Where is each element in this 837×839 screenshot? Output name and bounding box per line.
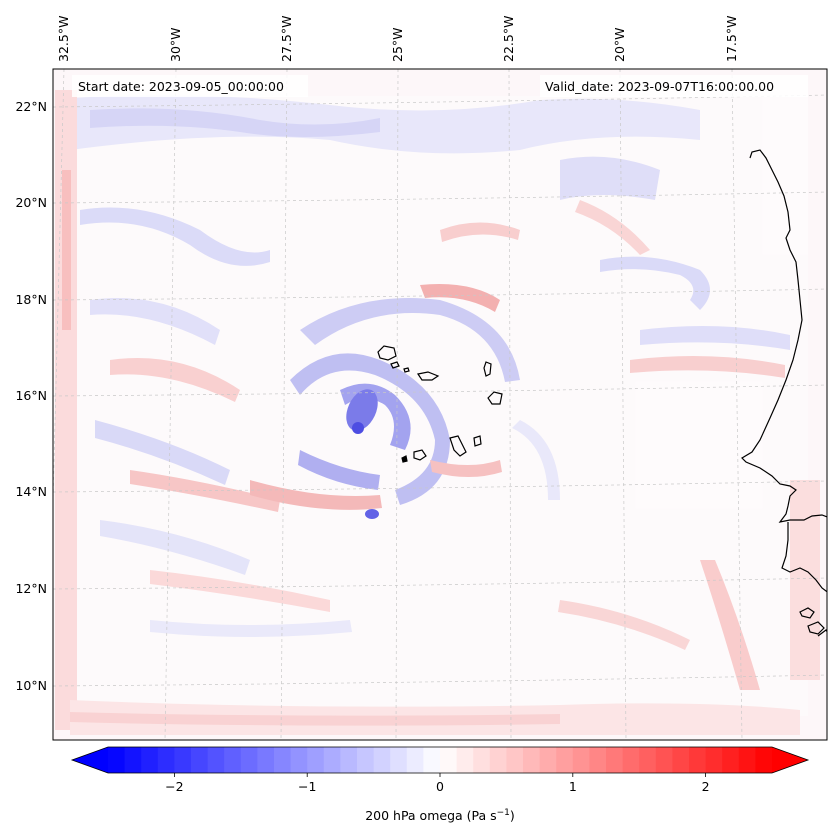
longitude-labels: 32.5°W 30°W 27.5°W 25°W 22.5°W 20°W 17.5… (56, 16, 739, 62)
colorbar-extend-high (772, 747, 808, 773)
lat-label-18n: 18°N (15, 292, 47, 307)
cape-verde-santo-antao (377, 345, 397, 361)
colorbar-level (722, 747, 740, 773)
colorbar-level (323, 747, 341, 773)
colorbar-level (257, 747, 275, 773)
lon-label-25w: 25°W (390, 27, 405, 62)
lat-label-20n: 20°N (15, 195, 47, 210)
colorbar-level (572, 747, 590, 773)
colorbar-level (705, 747, 723, 773)
colorbar-level (340, 747, 358, 773)
colorbar-level (556, 747, 574, 773)
lon-label-20w: 20°W (612, 27, 627, 62)
lon-label-30w: 30°W (168, 27, 183, 62)
cape-verde-brava (401, 455, 408, 463)
colorbar-level (423, 747, 441, 773)
colorbar-level (738, 747, 756, 773)
colorbar-title-close: ) (510, 808, 515, 823)
graticule (53, 69, 827, 740)
map-panel: Start date: 2023-09-05_00:00:00 Valid_da… (52, 68, 828, 741)
colorbar-level (174, 747, 192, 773)
colorbar-level (406, 747, 424, 773)
africa-coast-south (781, 522, 827, 593)
colorbar-segments (108, 747, 773, 773)
colorbar-level (489, 747, 507, 773)
colorbar-level (440, 747, 458, 773)
map-frame (52, 68, 828, 741)
colorbar-title-main: 200 hPa omega (Pa s (365, 808, 496, 823)
cape-verde-santa-luzia (403, 367, 410, 373)
cape-verde-maio (473, 435, 482, 447)
lat-label-10n: 10°N (15, 678, 47, 693)
lat-label-12n: 12°N (15, 581, 47, 596)
colorbar-level (224, 747, 242, 773)
colorbar-level (523, 747, 541, 773)
colorbar-ticks: −2 −1 0 1 2 (165, 773, 710, 794)
colorbar-outline (70, 746, 810, 774)
colorbar-tick-label: 1 (569, 779, 577, 794)
colorbar-level (307, 747, 325, 773)
colorbar-level (390, 747, 408, 773)
africa-coast (741, 149, 827, 523)
lon-label-17-5w: 17.5°W (724, 16, 739, 62)
colorbar-title: 200 hPa omega (Pa s−1) (365, 808, 515, 823)
cape-verde-boa-vista (487, 391, 503, 405)
colorbar-tick-label: −2 (165, 779, 183, 794)
omega-field (55, 90, 820, 735)
colorbar-level (622, 747, 640, 773)
colorbar-tick-label: 2 (702, 779, 710, 794)
lon-label-32-5w: 32.5°W (56, 16, 71, 62)
colorbar-level (655, 747, 673, 773)
colorbar-level (672, 747, 690, 773)
cape-verde-fogo (413, 449, 427, 461)
colorbar-tick-label: 0 (436, 779, 444, 794)
valid-date-label: Valid_date: 2023-09-07T16:00:00.00 (545, 79, 774, 94)
colorbar-level (108, 747, 126, 773)
colorbar-level (191, 747, 209, 773)
latitude-labels: 22°N 20°N 18°N 16°N 14°N 12°N 10°N (15, 99, 47, 693)
colorbar-level (506, 747, 524, 773)
colorbar-level (373, 747, 391, 773)
start-date-box (72, 75, 308, 97)
colorbar-level (689, 747, 707, 773)
colorbar-level (539, 747, 557, 773)
colorbar-level (274, 747, 292, 773)
colorbar-level (157, 747, 175, 773)
start-date-label: Start date: 2023-09-05_00:00:00 (78, 79, 284, 94)
colorbar-extend-low (72, 747, 108, 773)
colorbar-tick-label: −1 (298, 779, 316, 794)
bissagos-coast (799, 607, 827, 637)
colorbar-level (290, 747, 308, 773)
colorbar-level (473, 747, 491, 773)
colorbar-level (606, 747, 624, 773)
lat-label-14n: 14°N (15, 484, 47, 499)
colorbar-level (456, 747, 474, 773)
colorbar-level (357, 747, 375, 773)
colorbar-level (207, 747, 225, 773)
colorbar-level (124, 747, 142, 773)
colorbar-level (589, 747, 607, 773)
colorbar-level (639, 747, 657, 773)
colorbar-level (141, 747, 159, 773)
cape-verde-santiago (449, 435, 467, 457)
cape-verde-sal (483, 361, 492, 377)
colorbar-level (755, 747, 773, 773)
colorbar-level (240, 747, 258, 773)
cape-verde-sao-vicente (390, 361, 400, 369)
lat-label-22n: 22°N (15, 99, 47, 114)
colorbar-title-exponent: −1 (497, 808, 510, 818)
colorbar: −2 −1 0 1 2 200 hPa omega (Pa s−1) (70, 746, 810, 823)
valid-date-box (540, 75, 808, 97)
lon-label-22-5w: 22.5°W (501, 16, 516, 62)
cape-verde-sao-nicolau (417, 371, 440, 381)
lat-label-16n: 16°N (15, 388, 47, 403)
coastlines (377, 149, 827, 637)
lon-label-27-5w: 27.5°W (279, 16, 294, 62)
